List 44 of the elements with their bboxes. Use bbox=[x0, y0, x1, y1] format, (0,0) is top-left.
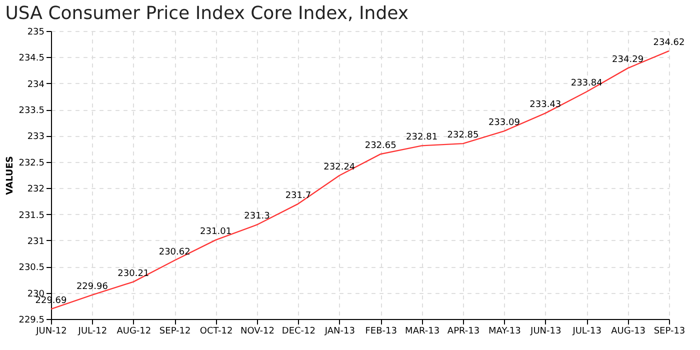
y-tick-label: 233.5 bbox=[18, 106, 44, 116]
y-tick-label: 231.5 bbox=[18, 210, 44, 221]
x-tick-label: MAR-13 bbox=[405, 326, 440, 336]
x-tick-label: NOV-12 bbox=[240, 326, 274, 336]
y-tick-label: 234.5 bbox=[18, 54, 44, 64]
data-label: 234.62 bbox=[653, 38, 685, 48]
data-label: 232.85 bbox=[447, 130, 479, 141]
x-tick-label: APR-13 bbox=[447, 326, 480, 336]
x-tick-label: JUN-12 bbox=[35, 326, 67, 336]
y-tick-label: 232.5 bbox=[18, 158, 44, 168]
x-tick-label: JUL-13 bbox=[572, 326, 602, 336]
data-label: 234.29 bbox=[612, 55, 644, 66]
x-tick-label: SEP-12 bbox=[159, 326, 191, 336]
x-tick-label: FEB-13 bbox=[365, 326, 397, 336]
x-tick-label: SEP-13 bbox=[654, 326, 686, 336]
data-label: 233.43 bbox=[530, 100, 562, 110]
y-tick-label: 230.5 bbox=[18, 263, 44, 274]
x-tick-label: AUG-13 bbox=[611, 326, 646, 336]
y-tick-label: 232 bbox=[27, 184, 44, 195]
data-label: 232.65 bbox=[364, 141, 396, 152]
x-tick-label: MAY-13 bbox=[488, 326, 521, 336]
data-label: 229.96 bbox=[76, 282, 108, 292]
chart-title: USA Consumer Price Index Core Index, Index bbox=[5, 3, 409, 24]
y-tick-label: 231 bbox=[27, 236, 44, 247]
x-tick-label: JUL-12 bbox=[77, 326, 108, 336]
x-tick-label: JUN-13 bbox=[530, 326, 562, 336]
y-tick-label: 235 bbox=[27, 28, 44, 38]
data-label: 230.62 bbox=[158, 247, 190, 258]
y-axis-title: VALUES bbox=[6, 156, 16, 195]
x-tick-label: OCT-12 bbox=[200, 326, 233, 336]
data-label: 231.3 bbox=[244, 212, 270, 222]
data-label: 232.81 bbox=[406, 132, 438, 143]
y-tick-label: 229.5 bbox=[18, 316, 44, 326]
data-label: 233.09 bbox=[488, 118, 520, 128]
data-label: 231.7 bbox=[285, 190, 312, 201]
x-tick-label: DEC-12 bbox=[282, 326, 316, 336]
data-label: 233.84 bbox=[570, 78, 603, 89]
data-label: 230.21 bbox=[118, 268, 150, 279]
x-tick-label: JAN-13 bbox=[324, 326, 355, 336]
y-tick-label: 233 bbox=[27, 132, 44, 142]
data-label: 232.24 bbox=[324, 162, 356, 173]
x-tick-label: AUG-12 bbox=[116, 326, 152, 336]
y-tick-label: 234 bbox=[27, 80, 45, 90]
data-label: 231.01 bbox=[200, 226, 232, 237]
